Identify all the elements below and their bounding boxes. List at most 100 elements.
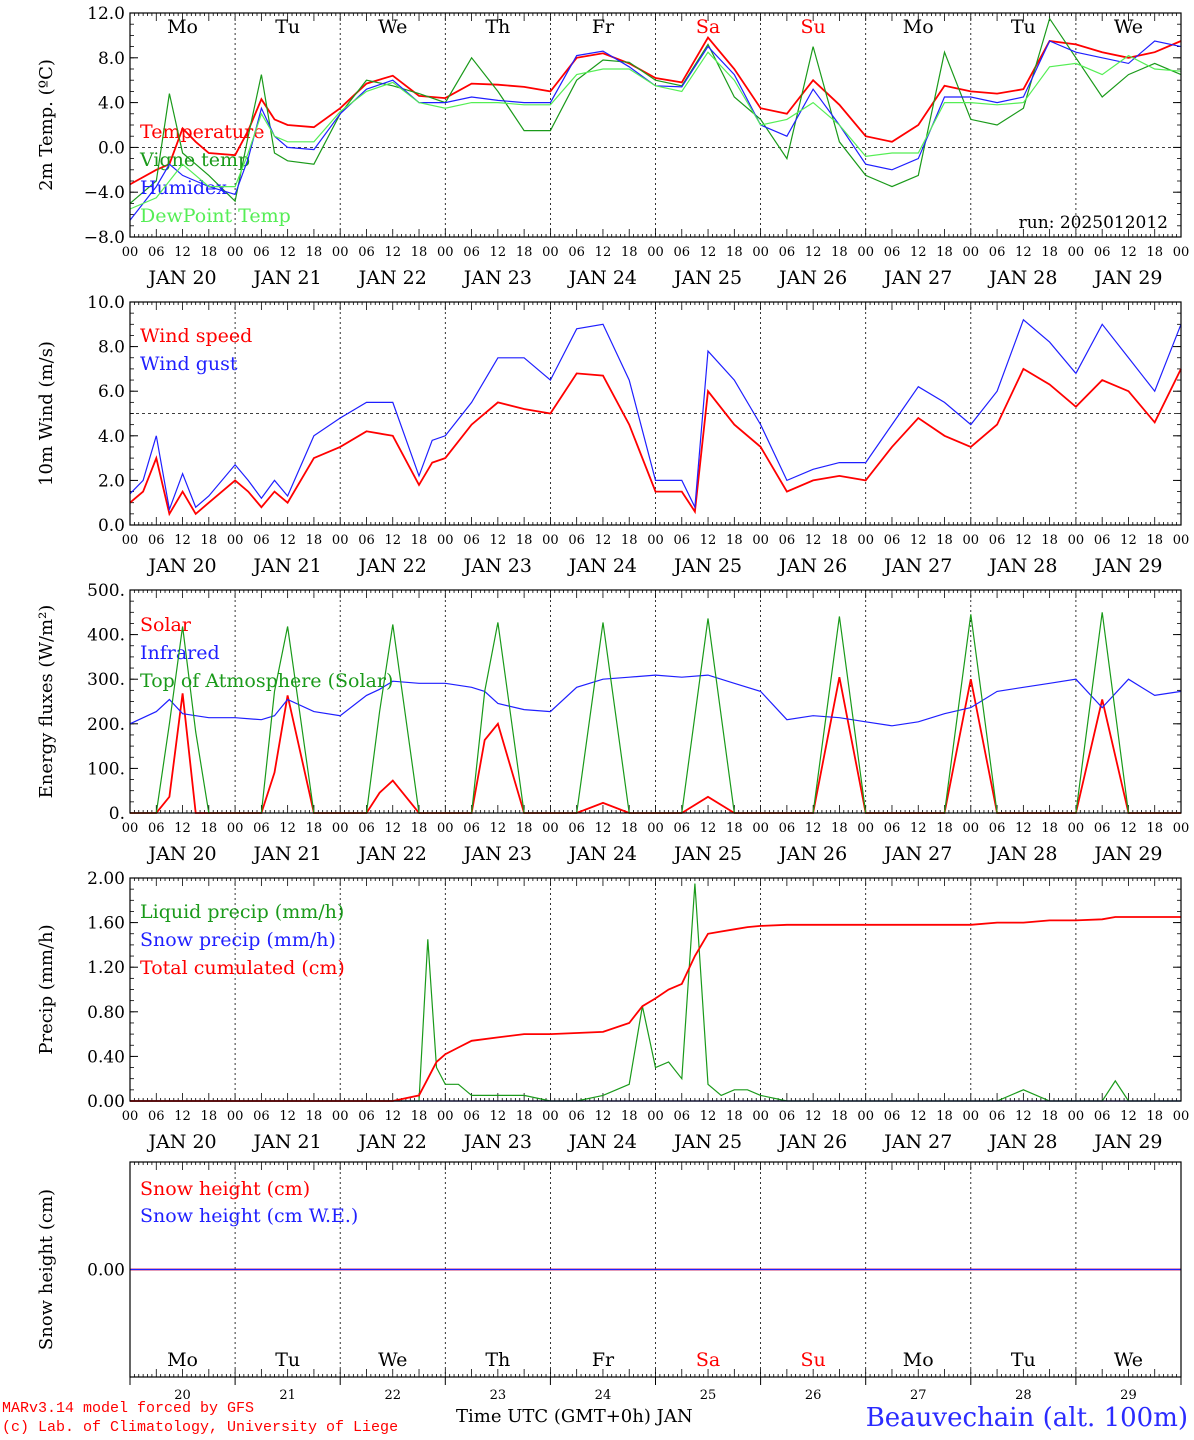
date-label: JAN 25 bbox=[672, 555, 742, 577]
legend-entry: Snow height (cm W.E.) bbox=[140, 1205, 358, 1227]
hour-tick-label: 06 bbox=[989, 245, 1006, 260]
y-tick-label: −8.0 bbox=[84, 228, 125, 248]
hour-tick-label: 06 bbox=[989, 821, 1006, 836]
hour-tick-label: 00 bbox=[332, 245, 349, 260]
hour-tick-label: 12 bbox=[1015, 245, 1032, 260]
weekday-label: Mo bbox=[167, 16, 198, 38]
hour-tick-label: 18 bbox=[936, 245, 953, 260]
hour-tick-label: 12 bbox=[174, 821, 191, 836]
hour-tick-label: 12 bbox=[805, 1109, 822, 1124]
y-axis-title: Precip (mm/h) bbox=[36, 924, 57, 1054]
hour-tick-label: 12 bbox=[1120, 245, 1137, 260]
hour-tick-label: 12 bbox=[279, 821, 296, 836]
hour-tick-label: 06 bbox=[674, 1109, 691, 1124]
hour-tick-label: 00 bbox=[122, 533, 139, 548]
date-label: JAN 25 bbox=[672, 843, 742, 865]
hour-tick-label: 18 bbox=[201, 1109, 218, 1124]
date-label: JAN 26 bbox=[777, 267, 847, 289]
hour-tick-label: 00 bbox=[437, 821, 454, 836]
hour-tick-label: 12 bbox=[490, 821, 507, 836]
hour-tick-label: 18 bbox=[936, 821, 953, 836]
weekday-label: We bbox=[1114, 16, 1143, 38]
hour-tick-label: 12 bbox=[384, 245, 401, 260]
date-label: JAN 28 bbox=[987, 267, 1057, 289]
hour-tick-label: 00 bbox=[752, 533, 769, 548]
y-tick-label: 0.00 bbox=[87, 1261, 125, 1281]
legend-entry: Solar bbox=[140, 614, 192, 636]
date-label: JAN 29 bbox=[1092, 843, 1162, 865]
hour-tick-label: 06 bbox=[568, 821, 585, 836]
hour-tick-label: 18 bbox=[936, 1109, 953, 1124]
hour-tick-label: 06 bbox=[568, 245, 585, 260]
footer-time-axis-title: Time UTC (GMT+0h) JAN bbox=[456, 1406, 693, 1427]
hour-tick-label: 00 bbox=[647, 533, 664, 548]
footer-lab-text: (c) Lab. of Climatology, University of L… bbox=[2, 1419, 399, 1436]
series-line-vigne-temp bbox=[129, 17, 1182, 204]
date-label: JAN 22 bbox=[357, 843, 427, 865]
weekday-label: We bbox=[378, 16, 407, 38]
hour-tick-label: 18 bbox=[1041, 245, 1058, 260]
hour-tick-label: 12 bbox=[595, 821, 612, 836]
date-label: JAN 25 bbox=[672, 267, 742, 289]
series-line-total-cumulated-cm- bbox=[130, 916, 1181, 1102]
hour-tick-label: 00 bbox=[1068, 821, 1085, 836]
day-number-label: 21 bbox=[279, 1388, 296, 1403]
hour-tick-label: 18 bbox=[621, 1109, 638, 1124]
day-number-label: 28 bbox=[1015, 1388, 1032, 1403]
date-label: JAN 29 bbox=[1092, 267, 1162, 289]
date-label: JAN 22 bbox=[357, 1131, 427, 1153]
hour-tick-label: 00 bbox=[963, 533, 980, 548]
hour-tick-label: 12 bbox=[1015, 1109, 1032, 1124]
hour-tick-label: 12 bbox=[910, 1109, 927, 1124]
legend-entry: Total cumulated (cm) bbox=[140, 957, 345, 979]
hour-tick-label: 18 bbox=[516, 533, 533, 548]
hour-tick-label: 00 bbox=[963, 821, 980, 836]
hour-tick-label: 12 bbox=[595, 245, 612, 260]
run-label: run: 2025012012 bbox=[1019, 213, 1168, 233]
date-label: JAN 23 bbox=[462, 555, 532, 577]
date-label: JAN 20 bbox=[146, 555, 216, 577]
legend-entry: Wind gust bbox=[140, 353, 238, 375]
date-label: JAN 27 bbox=[882, 843, 952, 865]
date-label: JAN 20 bbox=[146, 267, 216, 289]
hour-tick-label: 18 bbox=[1146, 1109, 1163, 1124]
hour-tick-label: 00 bbox=[1173, 533, 1190, 548]
date-label: JAN 20 bbox=[146, 1131, 216, 1153]
y-axis-title: Energy fluxes (W/m²) bbox=[36, 605, 57, 799]
hour-tick-label: 12 bbox=[384, 533, 401, 548]
hour-tick-label: 00 bbox=[857, 245, 874, 260]
hour-tick-label: 06 bbox=[463, 533, 480, 548]
hour-tick-label: 06 bbox=[358, 821, 375, 836]
hour-tick-label: 18 bbox=[306, 821, 323, 836]
hour-tick-label: 06 bbox=[989, 1109, 1006, 1124]
hour-tick-label: 06 bbox=[884, 1109, 901, 1124]
hour-tick-label: 12 bbox=[700, 1109, 717, 1124]
hour-tick-label: 00 bbox=[437, 533, 454, 548]
y-tick-label: 4.0 bbox=[98, 427, 125, 447]
hour-tick-label: 12 bbox=[700, 821, 717, 836]
hour-tick-label: 06 bbox=[1094, 1109, 1111, 1124]
hour-tick-label: 18 bbox=[411, 533, 428, 548]
y-tick-label: 200. bbox=[87, 715, 125, 735]
hour-tick-label: 00 bbox=[542, 533, 559, 548]
hour-tick-label: 00 bbox=[647, 1109, 664, 1124]
y-tick-label: 4.0 bbox=[98, 94, 125, 114]
hour-tick-label: 00 bbox=[1173, 245, 1190, 260]
hour-tick-label: 12 bbox=[805, 533, 822, 548]
y-tick-label: 0.80 bbox=[87, 1003, 125, 1023]
series-line-temperature bbox=[129, 36, 1182, 186]
weekday-label: Sa bbox=[696, 16, 720, 38]
y-tick-label: 12.0 bbox=[87, 4, 125, 24]
weekday-label: Th bbox=[485, 1349, 510, 1371]
weekday-label: Tu bbox=[275, 1349, 300, 1371]
hour-tick-label: 06 bbox=[674, 245, 691, 260]
hour-tick-label: 06 bbox=[674, 533, 691, 548]
plot-frame bbox=[129, 12, 1182, 238]
hour-tick-label: 18 bbox=[1146, 821, 1163, 836]
y-axis-title: 10m Wind (m/s) bbox=[36, 341, 57, 486]
hour-tick-label: 12 bbox=[595, 533, 612, 548]
weekday-label: Tu bbox=[1011, 16, 1036, 38]
legend-entry: Temperature bbox=[140, 121, 264, 143]
